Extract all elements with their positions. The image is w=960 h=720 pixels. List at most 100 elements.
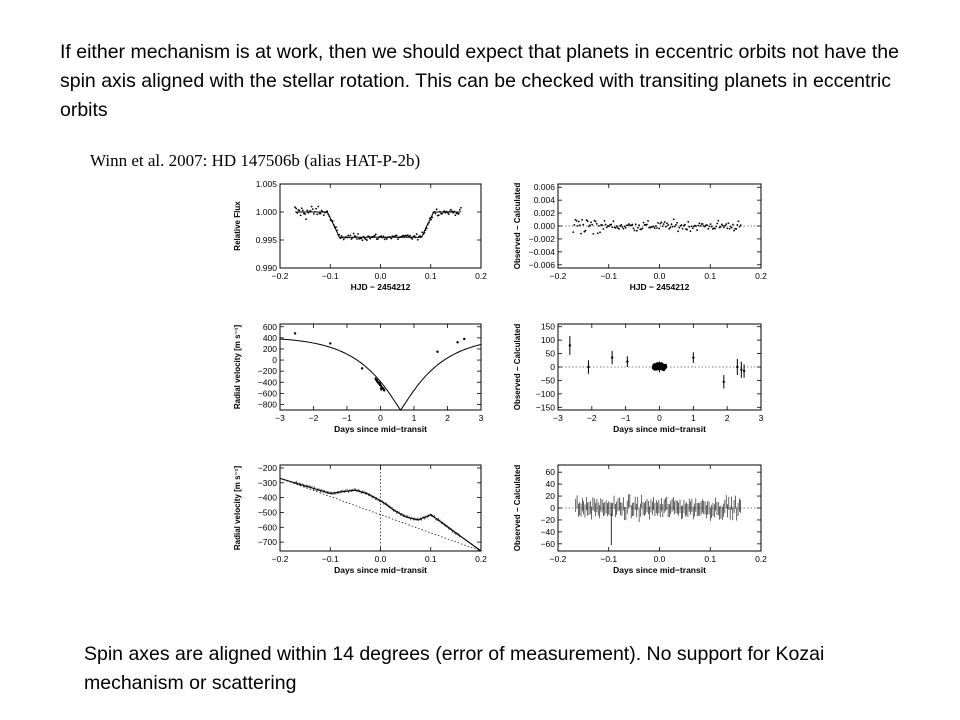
y-tick-label: −500 xyxy=(258,507,277,517)
x-tick-label: 0 xyxy=(657,413,662,423)
y-axis-label: Observed − Calculated xyxy=(513,465,522,552)
data-point xyxy=(421,231,424,234)
x-tick-label: 2 xyxy=(725,413,730,423)
data-point xyxy=(444,211,447,214)
y-tick-label: −400 xyxy=(258,377,277,387)
data-point xyxy=(658,227,661,230)
x-tick-label: 0.0 xyxy=(375,554,387,564)
data-point xyxy=(347,234,350,237)
data-point xyxy=(395,234,398,237)
data-point xyxy=(406,234,409,237)
data-point xyxy=(587,225,590,228)
data-point xyxy=(653,227,656,230)
y-tick-label: 60 xyxy=(546,467,556,477)
y-tick-label: −600 xyxy=(258,522,277,532)
data-point xyxy=(627,224,629,227)
data-point xyxy=(338,233,341,236)
data-point xyxy=(673,225,676,228)
data-point xyxy=(579,224,581,227)
x-axis-label: HJD − 2454212 xyxy=(351,282,411,292)
data-point xyxy=(598,224,600,227)
x-tick-label: −0.1 xyxy=(322,554,339,564)
data-point xyxy=(383,238,386,241)
data-point xyxy=(362,235,365,238)
data-point xyxy=(305,218,308,221)
data-point xyxy=(736,223,739,226)
data-point xyxy=(396,238,399,240)
data-point xyxy=(655,363,659,368)
data-point xyxy=(641,227,644,230)
data-point xyxy=(369,237,372,240)
data-point xyxy=(443,210,446,212)
data-point xyxy=(453,210,456,213)
data-point xyxy=(602,228,605,230)
conclusion-text: Spin axes are aligned within 14 degrees … xyxy=(84,643,825,694)
data-point xyxy=(735,228,738,230)
data-point xyxy=(592,232,595,235)
data-point xyxy=(623,225,626,228)
data-point xyxy=(319,212,322,215)
data-point xyxy=(677,230,680,233)
data-point xyxy=(306,209,309,212)
data-point xyxy=(646,223,648,226)
data-point xyxy=(438,210,441,213)
x-tick-label: −0.1 xyxy=(600,554,617,564)
data-point xyxy=(725,223,728,226)
chart-panel-rm_resid: −0.2 −0.1 0.0 0.1 0.2 −60 −40 −20 0 20 40 60 Days si… xyxy=(513,464,767,575)
data-point xyxy=(654,366,659,371)
data-point xyxy=(383,389,386,392)
data-point xyxy=(689,230,692,233)
data-point xyxy=(659,222,662,225)
data-point xyxy=(619,225,622,227)
data-point xyxy=(722,380,725,383)
data-point xyxy=(604,223,607,226)
x-tick-label: −0.2 xyxy=(272,271,289,281)
data-point xyxy=(331,220,334,223)
y-tick-label: −700 xyxy=(258,537,277,547)
y-tick-label: 20 xyxy=(546,491,556,501)
data-point xyxy=(316,213,319,216)
data-point xyxy=(431,216,434,219)
data-point xyxy=(574,218,577,221)
data-point xyxy=(296,212,299,214)
y-tick-label: 0 xyxy=(272,355,277,365)
y-tick-label: −0.002 xyxy=(529,234,556,244)
data-point xyxy=(727,222,730,225)
data-point xyxy=(415,233,418,235)
data-point xyxy=(427,221,430,224)
data-point xyxy=(663,363,668,368)
data-point xyxy=(728,227,731,230)
data-point xyxy=(413,235,416,237)
y-axis-label: Observed − Calculated xyxy=(513,324,522,411)
y-tick-label: 200 xyxy=(263,344,277,354)
data-point xyxy=(624,226,627,229)
plot-frame xyxy=(279,183,482,269)
data-point xyxy=(458,208,461,211)
data-point xyxy=(294,206,296,209)
data-point xyxy=(340,235,343,237)
data-point xyxy=(377,238,379,240)
x-tick-label: 1 xyxy=(691,413,696,423)
chart-panel-rv_resid: −3 −2 −1 0 1 2 3 −150 −100 −50 0 50 100 150 Days since… xyxy=(513,322,764,434)
y-axis-label: Relative Flux xyxy=(233,201,242,251)
x-tick-label: 2 xyxy=(445,413,450,423)
data-point xyxy=(411,238,414,240)
data-point xyxy=(595,222,598,225)
x-tick-label: 3 xyxy=(479,413,484,423)
x-tick-label: −3 xyxy=(275,413,285,423)
data-point xyxy=(660,221,663,224)
data-point xyxy=(434,212,437,215)
data-point xyxy=(382,235,385,238)
data-point xyxy=(326,210,329,213)
data-point xyxy=(739,224,742,227)
x-axis-label: HJD − 2454212 xyxy=(630,282,690,292)
data-point xyxy=(572,231,575,234)
x-axis-label: Days since mid−transit xyxy=(613,424,706,434)
y-tick-label: 0.004 xyxy=(534,195,556,205)
data-point xyxy=(445,210,448,213)
data-point xyxy=(603,219,606,222)
data-point xyxy=(410,236,413,239)
data-point xyxy=(357,232,359,235)
data-point xyxy=(647,220,649,222)
data-point xyxy=(368,235,371,238)
